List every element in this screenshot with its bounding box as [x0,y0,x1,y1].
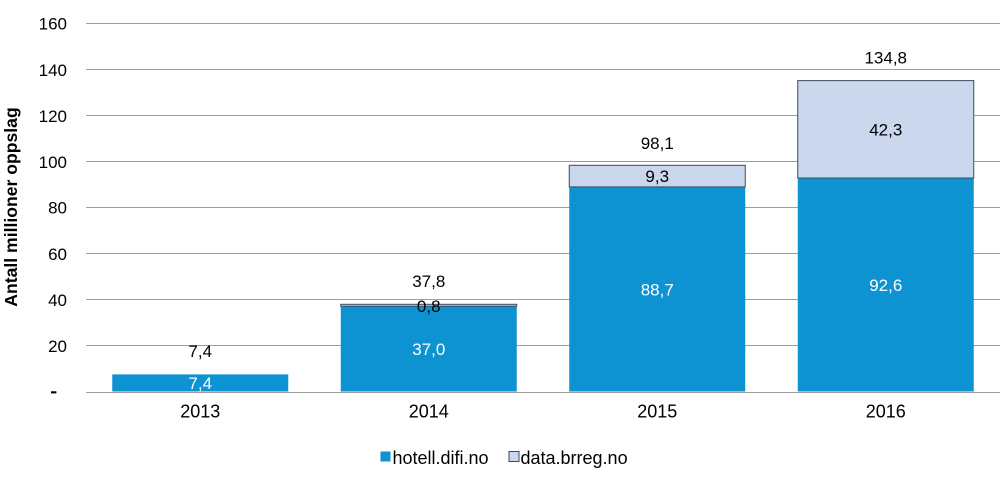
svg-text:92,6: 92,6 [869,276,902,295]
svg-text:98,1: 98,1 [641,134,674,153]
svg-text:80: 80 [48,199,67,218]
svg-text:2016: 2016 [866,402,906,422]
svg-text:data.brreg.no: data.brreg.no [521,448,628,468]
svg-text:7,4: 7,4 [188,374,212,393]
svg-text:100: 100 [39,153,67,172]
svg-text:140: 140 [39,61,67,80]
svg-text:2013: 2013 [180,402,220,422]
svg-text:42,3: 42,3 [869,120,902,139]
svg-text:hotell.difi.no: hotell.difi.no [393,448,489,468]
svg-text:20: 20 [48,337,67,356]
svg-text:37,0: 37,0 [412,340,445,359]
svg-text:37,8: 37,8 [412,272,445,291]
svg-text:Antall millioner oppslag: Antall millioner oppslag [1,107,21,306]
svg-text:2015: 2015 [637,402,677,422]
svg-text:2014: 2014 [409,402,449,422]
svg-text:40: 40 [48,291,67,310]
svg-text:9,3: 9,3 [645,167,669,186]
svg-text:134,8: 134,8 [864,49,907,68]
svg-text:60: 60 [48,245,67,264]
svg-text:88,7: 88,7 [641,280,674,299]
svg-text:160: 160 [39,15,67,34]
svg-text:0,8: 0,8 [417,297,441,316]
svg-text:7,4: 7,4 [188,342,212,361]
svg-text:120: 120 [39,107,67,126]
